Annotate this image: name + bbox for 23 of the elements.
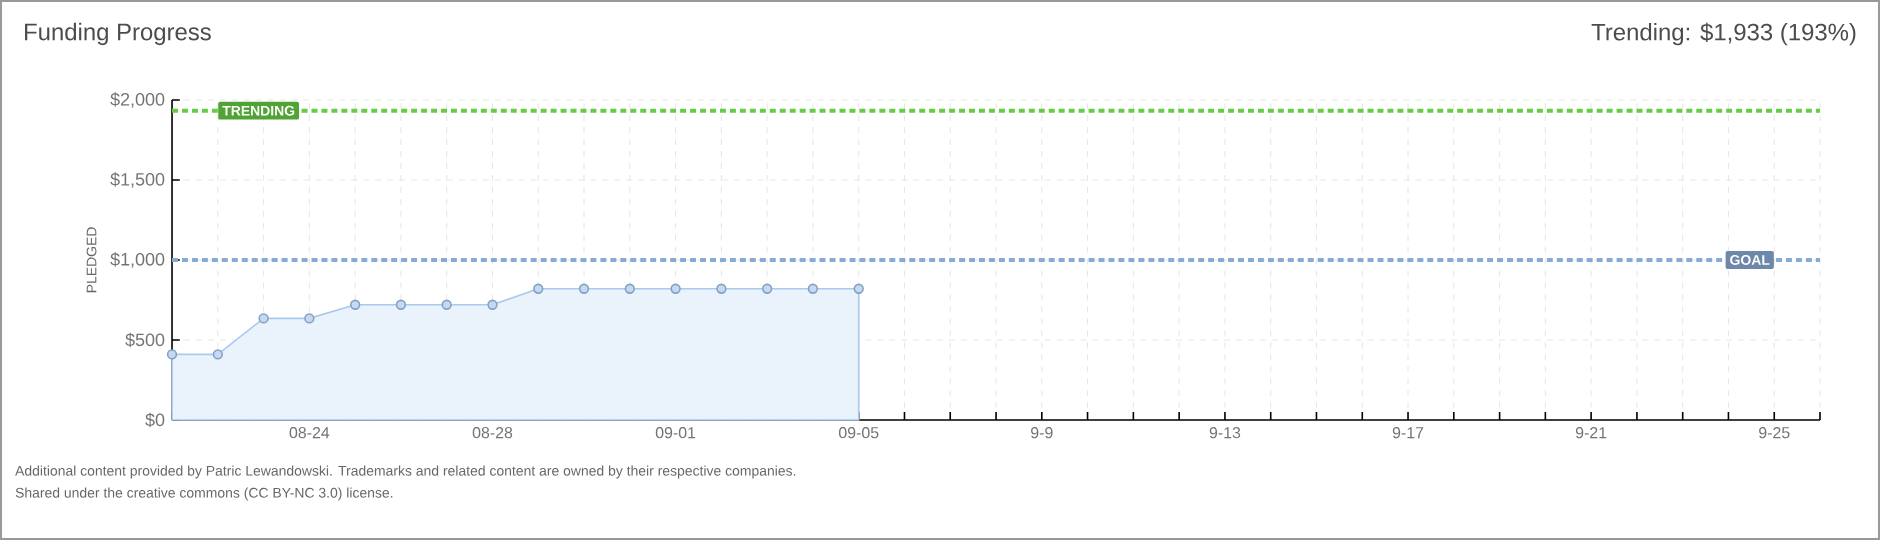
point	[578, 283, 590, 294]
y-tick-label: $500	[125, 332, 165, 348]
point	[395, 299, 407, 310]
chart-title: Funding Progress	[25, 22, 211, 46]
point	[212, 349, 224, 360]
y-tick-label: $2,000	[110, 92, 165, 108]
point	[761, 283, 773, 294]
point	[166, 349, 178, 360]
point	[670, 283, 681, 294]
point	[807, 283, 819, 294]
y-tick-label: $1,000	[110, 252, 165, 268]
point	[441, 299, 452, 310]
point	[349, 299, 361, 310]
point	[304, 313, 315, 324]
point	[853, 283, 864, 294]
point	[716, 283, 727, 294]
point	[533, 283, 544, 294]
y-tick-label: $1,500	[110, 172, 165, 188]
chart-subtitle: Trending: $1,933 (193%)	[1591, 22, 1856, 46]
point	[624, 283, 636, 294]
point	[258, 313, 269, 324]
y-tick-label: $0	[145, 412, 165, 428]
point	[487, 299, 498, 310]
